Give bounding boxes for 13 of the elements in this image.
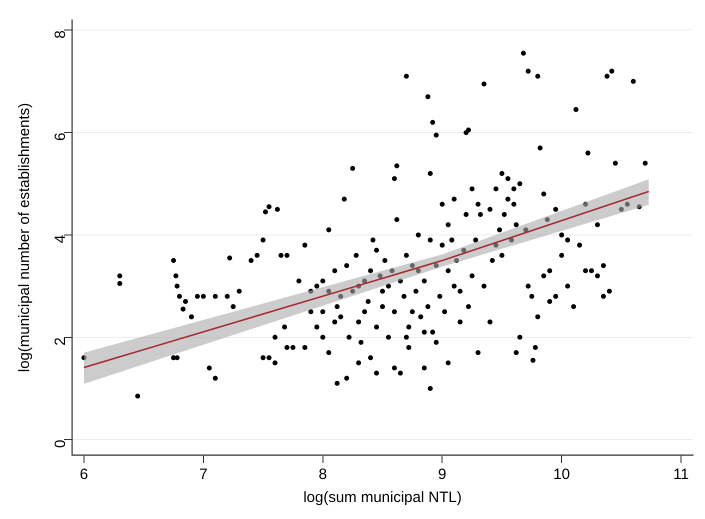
x-tick-label: 10	[553, 466, 570, 484]
y-tick-label: 6	[52, 132, 70, 141]
x-tick-label: 11	[673, 466, 689, 484]
x-tick-label: 8	[318, 466, 327, 484]
y-tick-label: 2	[52, 337, 70, 346]
x-tick-label: 6	[80, 466, 88, 484]
x-tick-label: 7	[199, 466, 208, 484]
x-axis-title: log(sum municipal NTL)	[303, 489, 462, 506]
y-tick-label: 8	[52, 30, 70, 39]
x-tick-label: 9	[438, 466, 446, 484]
y-tick-label: 4	[52, 234, 70, 244]
y-axis-title: log(municipal number of establishments)	[16, 102, 34, 372]
y-tick-label: 0	[52, 440, 70, 448]
